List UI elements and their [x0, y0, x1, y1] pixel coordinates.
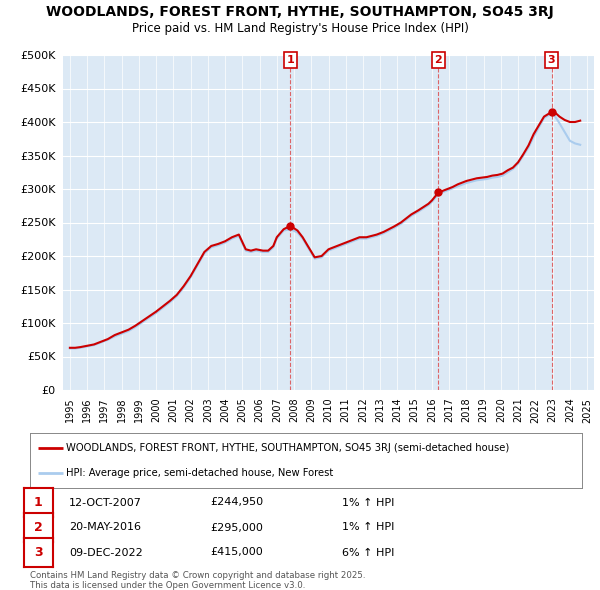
Text: 2: 2: [34, 521, 43, 534]
Text: 12-OCT-2007: 12-OCT-2007: [69, 497, 142, 507]
Text: £415,000: £415,000: [210, 548, 263, 558]
Text: 3: 3: [34, 546, 43, 559]
Text: Price paid vs. HM Land Registry's House Price Index (HPI): Price paid vs. HM Land Registry's House …: [131, 22, 469, 35]
Text: £295,000: £295,000: [210, 523, 263, 533]
Text: 1: 1: [34, 496, 43, 509]
Text: 1: 1: [287, 55, 294, 65]
Text: 09-DEC-2022: 09-DEC-2022: [69, 548, 143, 558]
Text: 20-MAY-2016: 20-MAY-2016: [69, 523, 141, 533]
Text: 6% ↑ HPI: 6% ↑ HPI: [342, 548, 394, 558]
Text: 1% ↑ HPI: 1% ↑ HPI: [342, 523, 394, 533]
Text: WOODLANDS, FOREST FRONT, HYTHE, SOUTHAMPTON, SO45 3RJ (semi-detached house): WOODLANDS, FOREST FRONT, HYTHE, SOUTHAMP…: [66, 443, 509, 453]
Text: 3: 3: [548, 55, 556, 65]
Text: 1% ↑ HPI: 1% ↑ HPI: [342, 497, 394, 507]
Text: Contains HM Land Registry data © Crown copyright and database right 2025.
This d: Contains HM Land Registry data © Crown c…: [30, 571, 365, 590]
Text: HPI: Average price, semi-detached house, New Forest: HPI: Average price, semi-detached house,…: [66, 468, 333, 478]
Text: £244,950: £244,950: [210, 497, 263, 507]
Text: 2: 2: [434, 55, 442, 65]
Text: WOODLANDS, FOREST FRONT, HYTHE, SOUTHAMPTON, SO45 3RJ: WOODLANDS, FOREST FRONT, HYTHE, SOUTHAMP…: [46, 5, 554, 19]
